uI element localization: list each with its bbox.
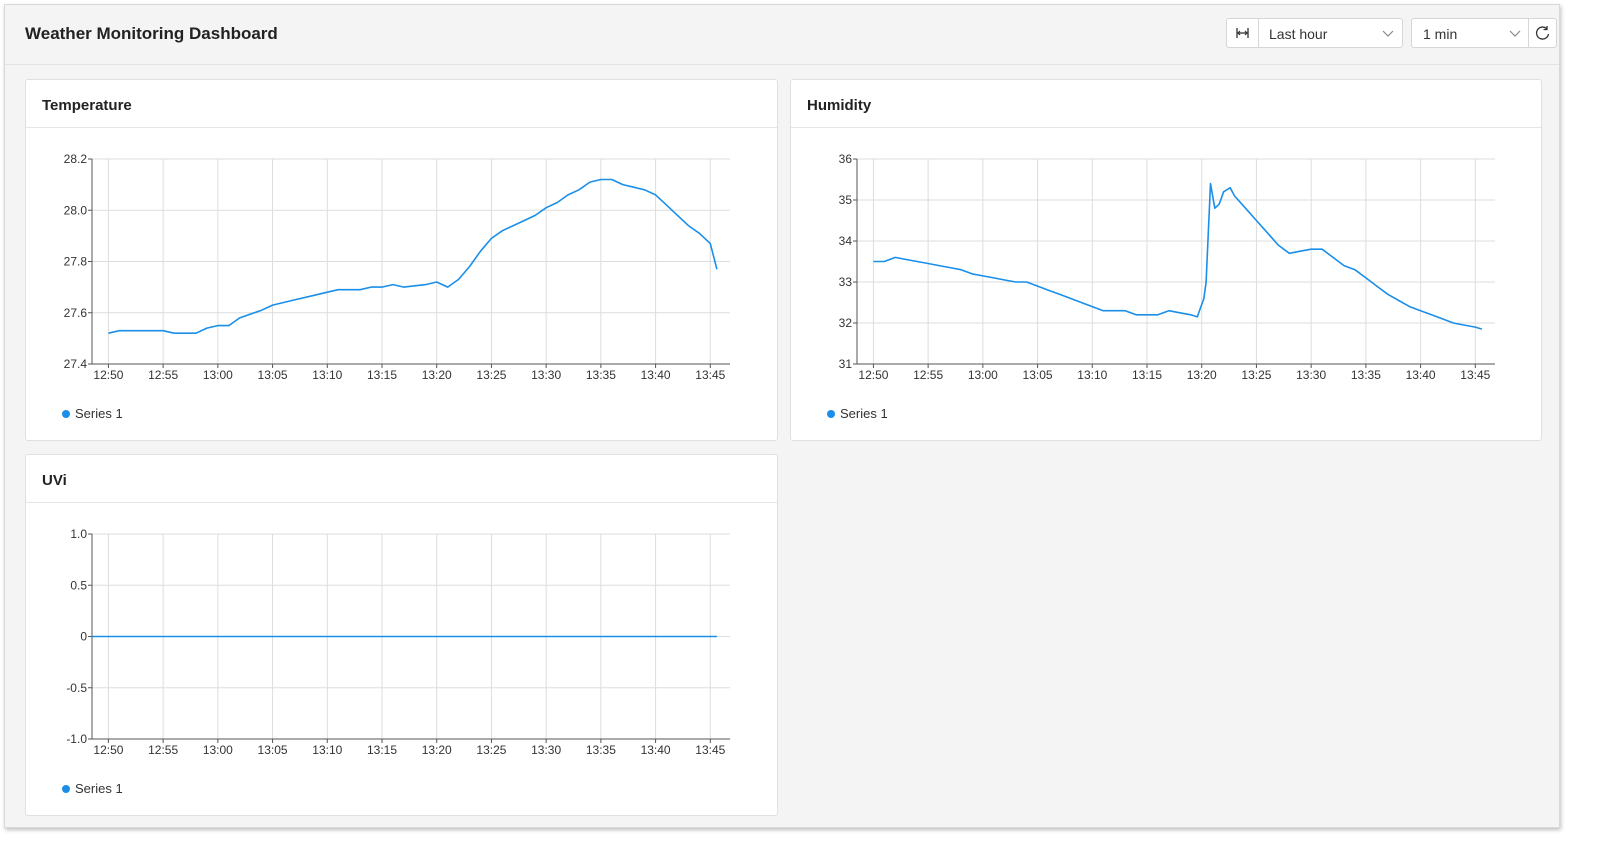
x-tick-label: 13:15 — [367, 743, 397, 757]
x-tick-label: 13:20 — [422, 743, 452, 757]
interval-select[interactable]: 1 min — [1411, 18, 1529, 48]
temperature-panel: Temperature 27.4 27.6 27.8 28.0 28.2 12:50 12:… — [25, 79, 778, 441]
x-tick-label: 12:50 — [93, 368, 123, 382]
x-tick-label: 13:15 — [367, 368, 397, 382]
x-tick-label: 13:10 — [312, 368, 342, 382]
refresh-icon — [1535, 26, 1550, 40]
y-tick-label: 32 — [839, 316, 853, 330]
refresh-button[interactable] — [1528, 18, 1557, 48]
x-tick-label: 13:25 — [1241, 368, 1271, 382]
series-line — [108, 178, 718, 334]
x-tick-label: 13:30 — [531, 743, 561, 757]
panel-title: Temperature — [42, 97, 132, 114]
dashboard-frame: Weather Monitoring Dashboard Last hour 1… — [4, 4, 1560, 828]
x-tick-label: 13:35 — [1351, 368, 1381, 382]
chart-legend[interactable]: Series 1 — [62, 406, 123, 421]
chart-legend[interactable]: Series 1 — [827, 406, 888, 421]
time-range-select[interactable]: Last hour — [1226, 18, 1403, 48]
y-tick-label: 27.8 — [64, 255, 88, 269]
x-tick-label: 13:40 — [1406, 368, 1436, 382]
chart-legend[interactable]: Series 1 — [62, 781, 123, 796]
x-tick-label: 12:55 — [148, 368, 178, 382]
x-tick-label: 13:00 — [203, 368, 233, 382]
y-tick-label: 0.5 — [70, 578, 87, 592]
x-tick-label: 13:45 — [695, 368, 725, 382]
x-tick-label: 12:50 — [93, 743, 123, 757]
x-tick-label: 13:00 — [968, 368, 998, 382]
y-tick-label: -0.5 — [66, 681, 87, 695]
x-tick-label: 13:45 — [1460, 368, 1490, 382]
panel-header: Temperature — [26, 80, 777, 128]
x-tick-label: 13:40 — [641, 368, 671, 382]
y-tick-label: 35 — [839, 193, 853, 207]
panel-header: UVi — [26, 455, 777, 503]
x-tick-label: 13:35 — [586, 368, 616, 382]
interval-value: 1 min — [1423, 26, 1458, 42]
x-tick-label: 13:40 — [641, 743, 671, 757]
y-tick-label: 27.4 — [64, 357, 88, 371]
humidity-chart: 31 32 33 34 35 36 12:50 12:55 13:00 13:05 13:10 13:… — [839, 152, 1495, 382]
panel-header: Humidity — [791, 80, 1541, 128]
legend-dot — [62, 410, 70, 418]
x-tick-label: 12:55 — [913, 368, 943, 382]
chevron-down-icon — [1509, 25, 1521, 44]
y-tick-label: 31 — [839, 357, 853, 371]
legend-label: Series 1 — [840, 406, 888, 421]
legend-label: Series 1 — [75, 406, 123, 421]
x-tick-label: 13:05 — [1023, 368, 1053, 382]
x-tick-label: 13:10 — [312, 743, 342, 757]
y-tick-label: 27.6 — [64, 306, 88, 320]
x-tick-label: 13:20 — [1187, 368, 1217, 382]
x-tick-label: 13:05 — [258, 743, 288, 757]
x-tick-label: 13:15 — [1132, 368, 1162, 382]
x-tick-label: 13:25 — [476, 368, 506, 382]
x-tick-label: 13:30 — [531, 368, 561, 382]
series-line — [873, 182, 1483, 330]
humidity-panel: Humidity 31 32 33 34 35 36 12:50 12:55 13:00 13:0… — [790, 79, 1542, 441]
x-tick-label: 13:20 — [422, 368, 452, 382]
x-tick-label: 12:55 — [148, 743, 178, 757]
panel-title: UVi — [42, 472, 67, 489]
uvi-panel: UVi -1.0 -0.5 0 0.5 1.0 12:50 12:55 13:00 13:05 1… — [25, 454, 778, 816]
y-tick-label: 1.0 — [70, 527, 87, 541]
y-tick-label: 28.0 — [64, 203, 88, 217]
time-range-value: Last hour — [1269, 26, 1328, 42]
chevron-down-icon — [1382, 25, 1394, 44]
page-title: Weather Monitoring Dashboard — [25, 24, 278, 43]
legend-label: Series 1 — [75, 781, 123, 796]
uvi-chart: -1.0 -0.5 0 0.5 1.0 12:50 12:55 13:00 13:05 13:10… — [66, 527, 730, 757]
x-tick-label: 13:10 — [1077, 368, 1107, 382]
x-tick-label: 12:50 — [858, 368, 888, 382]
dashboard-header: Weather Monitoring Dashboard Last hour 1… — [5, 5, 1559, 65]
temperature-chart: 27.4 27.6 27.8 28.0 28.2 12:50 12:55 13:00 13:05… — [64, 152, 730, 382]
y-tick-label: 36 — [839, 152, 853, 166]
x-tick-label: 13:05 — [258, 368, 288, 382]
y-tick-label: 34 — [839, 234, 853, 248]
y-tick-label: 33 — [839, 275, 853, 289]
x-tick-label: 13:30 — [1296, 368, 1326, 382]
x-tick-label: 13:00 — [203, 743, 233, 757]
y-tick-label: 0 — [80, 630, 87, 644]
y-tick-label: 28.2 — [64, 152, 88, 166]
x-tick-label: 13:35 — [586, 743, 616, 757]
x-tick-label: 13:45 — [695, 743, 725, 757]
legend-dot — [62, 785, 70, 793]
x-tick-label: 13:25 — [476, 743, 506, 757]
y-tick-label: -1.0 — [66, 732, 87, 746]
panel-title: Humidity — [807, 97, 872, 114]
range-icon[interactable] — [1227, 19, 1259, 47]
legend-dot — [827, 410, 835, 418]
